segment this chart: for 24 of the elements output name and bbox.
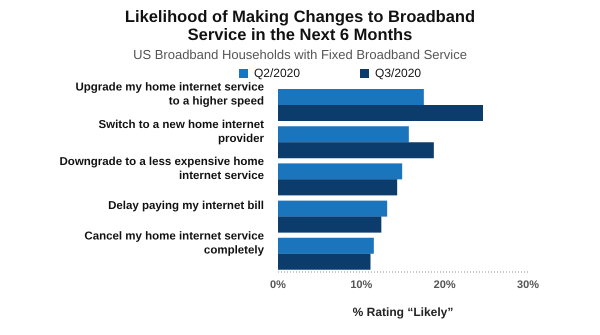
bar (278, 216, 382, 233)
x-tick-label: 30% (516, 278, 540, 291)
bar (278, 105, 483, 121)
y-tick-label: Cancel my home internet service completely (84, 230, 265, 256)
y-tick-label: Switch to a new home internet provider (98, 118, 265, 145)
x-tick-label: 0% (270, 278, 286, 291)
chart-title: Likelihood of Making Changes to Broadband Service in the Next 6 Months (124, 8, 476, 44)
y-tick-label: Delay paying my internet bill (108, 200, 264, 212)
x-axis-title: % Rating “Likely” (352, 305, 454, 319)
bar (278, 200, 388, 217)
x-tick-label: 10% (350, 278, 373, 291)
x-tick-label: 20% (434, 278, 456, 291)
legend-label: Q2/2020 (252, 66, 300, 80)
bar (278, 179, 398, 196)
chart-subtitle: US Broadband Households with Fixed Broadband Service (132, 47, 468, 62)
bar (278, 238, 374, 254)
bar (278, 89, 424, 105)
bar (278, 142, 434, 158)
y-tick-label: Downgrade to a less expensive home internet service (59, 156, 264, 182)
legend-label: Q3/2020 (374, 66, 422, 80)
bar (278, 254, 370, 270)
bar (278, 163, 402, 180)
y-tick-label: Upgrade my home internet service to a higher speed (75, 82, 264, 108)
bar (278, 126, 409, 142)
